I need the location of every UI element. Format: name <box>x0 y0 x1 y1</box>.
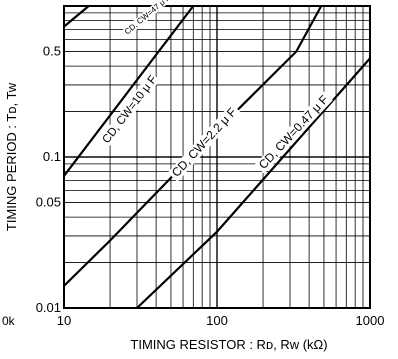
annotation-bg-0 <box>122 0 173 37</box>
series-line-3 <box>136 57 371 309</box>
annotation-2: CD, CW=2.2 μ F <box>169 105 239 180</box>
annotation-3: CD, CW=0.47 μ F <box>256 93 331 172</box>
x-tick-label: 10 <box>57 313 71 328</box>
grid-lines <box>63 5 371 309</box>
series-line-1 <box>63 5 195 177</box>
plot-frame <box>63 5 371 309</box>
annotation-bg-2 <box>167 103 242 182</box>
x-tick-label: 1000 <box>356 313 385 328</box>
y-tick-label: 0.5 <box>43 43 61 58</box>
x-axis-label: TIMING RESISTOR : Rᴅ, Rw (kΩ) <box>130 337 327 352</box>
y-tick-label: 0.05 <box>36 194 61 209</box>
curve-annotations: CD, CW=47 μ FCD, CW=10 μ F CD, CW=2.2 μ F… <box>99 0 333 182</box>
y-axis-label: TIMING PERIOD : Tᴅ, Tw <box>4 82 19 231</box>
annotation-bg-1 <box>99 72 161 147</box>
annotation-1: CD, CW=10 μ F <box>101 74 160 146</box>
series-line-0 <box>63 5 90 28</box>
annotation-bg-3 <box>254 91 333 174</box>
y-tick-label: 0.01 <box>36 300 61 315</box>
y-tick-label: 0.1 <box>43 149 61 164</box>
x-tick-label: 100 <box>206 313 228 328</box>
tick-labels: 10 100 1000 0.01 0.05 0.1 0.5 <box>36 43 385 328</box>
edge-fragment-label: 0k <box>2 314 16 328</box>
